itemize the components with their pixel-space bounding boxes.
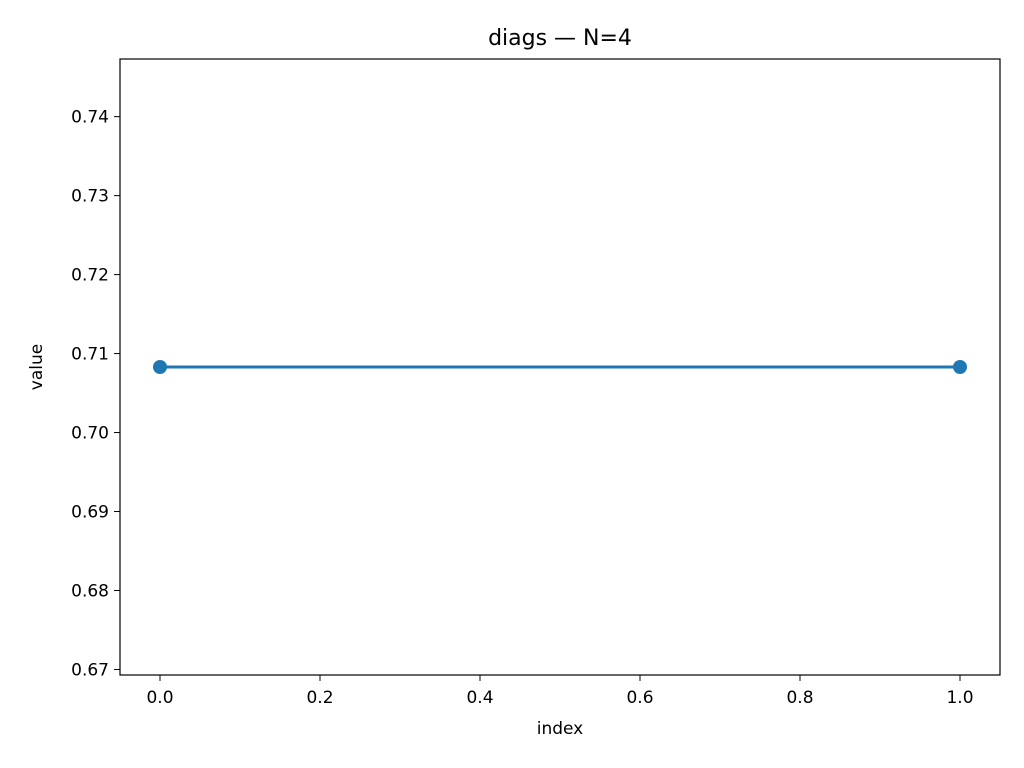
data-point: [953, 360, 967, 374]
y-tick-label: 0.67: [71, 660, 109, 680]
x-tick-label: 0.4: [466, 688, 493, 708]
y-tick-label: 0.74: [71, 108, 109, 128]
x-tick-label: 0.2: [306, 688, 333, 708]
x-tick-label: 0.6: [626, 688, 653, 708]
y-axis: 0.67 0.68 0.69 0.70 0.71 0.72 0.73 0.74: [71, 108, 120, 680]
x-tick-label: 1.0: [946, 688, 973, 708]
y-axis-label: value: [27, 344, 47, 390]
x-axis-label: index: [537, 719, 584, 739]
y-tick-label: 0.71: [71, 345, 109, 365]
y-tick-label: 0.68: [71, 581, 109, 601]
chart-title: diags — N=4: [488, 26, 632, 51]
plot-area: [153, 360, 967, 374]
x-tick-label: 0.8: [786, 688, 813, 708]
data-point: [153, 360, 167, 374]
y-tick-label: 0.72: [71, 266, 109, 286]
y-tick-label: 0.70: [71, 424, 109, 444]
x-tick-label: 0.0: [146, 688, 173, 708]
y-tick-label: 0.69: [71, 503, 109, 523]
x-axis: 0.0 0.2 0.4 0.6 0.8 1.0: [146, 675, 974, 708]
axes-frame: [119, 58, 1001, 676]
y-tick-label: 0.73: [71, 187, 109, 207]
